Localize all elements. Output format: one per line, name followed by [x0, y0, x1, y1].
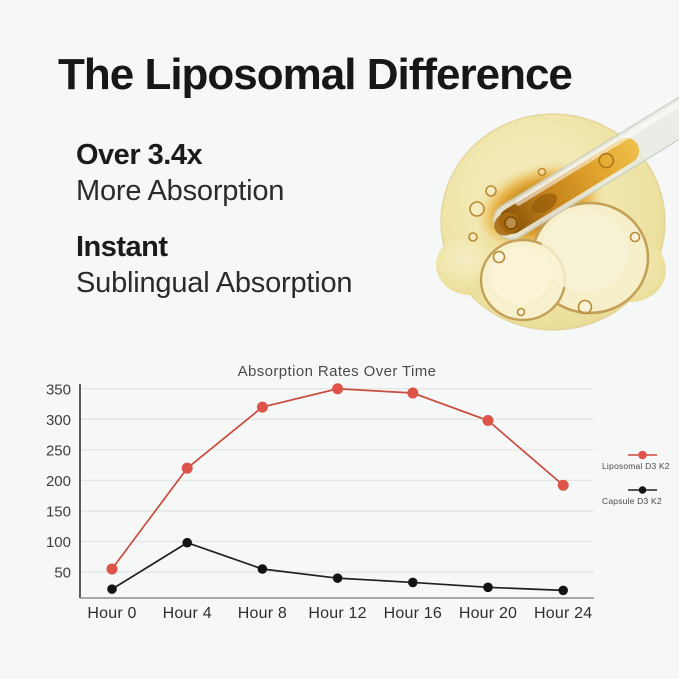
- benefit-sublingual-headline: Instant: [76, 231, 168, 263]
- data-point-series-1: [182, 537, 192, 548]
- benefit-absorption-subline: More Absorption: [76, 174, 285, 207]
- data-point-series-1: [483, 582, 493, 593]
- dropper: [492, 95, 679, 240]
- data-point-series-1: [257, 564, 268, 574]
- legend-marker-0: [638, 450, 647, 460]
- x-axis-label: Hour 16: [384, 605, 442, 622]
- y-axis-label: 250: [46, 442, 71, 459]
- absorption-chart: 50 100 150 200 250 300 350 Hour 0 Hour 4 Hour 8 Ho…: [0, 340, 679, 640]
- data-point-series-1: [107, 584, 117, 594]
- y-axis-label: 350: [46, 381, 71, 398]
- oil-droplet-image: [436, 95, 679, 331]
- page-title: The Liposomal Difference: [58, 50, 573, 99]
- y-axis-label: 150: [46, 503, 71, 520]
- x-axis-label: Hour 24: [534, 605, 592, 622]
- data-point-series-0: [332, 383, 344, 395]
- legend-label-0: Liposomal D3 K2: [602, 461, 670, 471]
- benefit-absorption: Over 3.4x More Absorption: [76, 139, 285, 208]
- x-axis-label: Hour 20: [459, 605, 517, 622]
- x-axis-label: Hour 12: [308, 605, 366, 622]
- y-axis-label: 200: [46, 473, 71, 490]
- x-axis-label: Hour 0: [87, 605, 136, 622]
- data-point-series-1: [408, 577, 418, 588]
- y-axis-label: 300: [46, 412, 71, 429]
- data-point-series-0: [106, 563, 118, 575]
- oil-bubbles-large: [479, 201, 650, 322]
- data-point-series-0: [181, 462, 193, 474]
- data-point-series-1: [558, 585, 568, 596]
- legend-marker-1: [638, 486, 647, 494]
- x-axis-label: Hour 8: [238, 605, 287, 622]
- data-point-series-1: [332, 573, 343, 583]
- y-axis-label: 100: [46, 534, 71, 551]
- data-point-series-0: [482, 415, 494, 427]
- oil-bubbles-small: [468, 167, 641, 317]
- data-point-series-0: [407, 387, 419, 399]
- absorption-chart-svg: 50 100 150 200 250 300 350 Hour 0 Hour 4 Hour 8 Ho…: [46, 363, 670, 622]
- benefit-sublingual-subline: Sublingual Absorption: [76, 266, 353, 299]
- chart-title: Absorption Rates Over Time: [238, 363, 437, 380]
- data-point-series-0: [256, 401, 268, 413]
- x-axis-label: Hour 4: [163, 605, 212, 622]
- legend-label-1: Capsule D3 K2: [602, 496, 662, 506]
- benefit-absorption-headline: Over 3.4x: [76, 139, 203, 171]
- benefit-sublingual: Instant Sublingual Absorption: [76, 231, 353, 300]
- series-line-1: [111, 541, 564, 592]
- data-point-series-0: [557, 479, 569, 491]
- y-axis-label: 50: [54, 565, 71, 582]
